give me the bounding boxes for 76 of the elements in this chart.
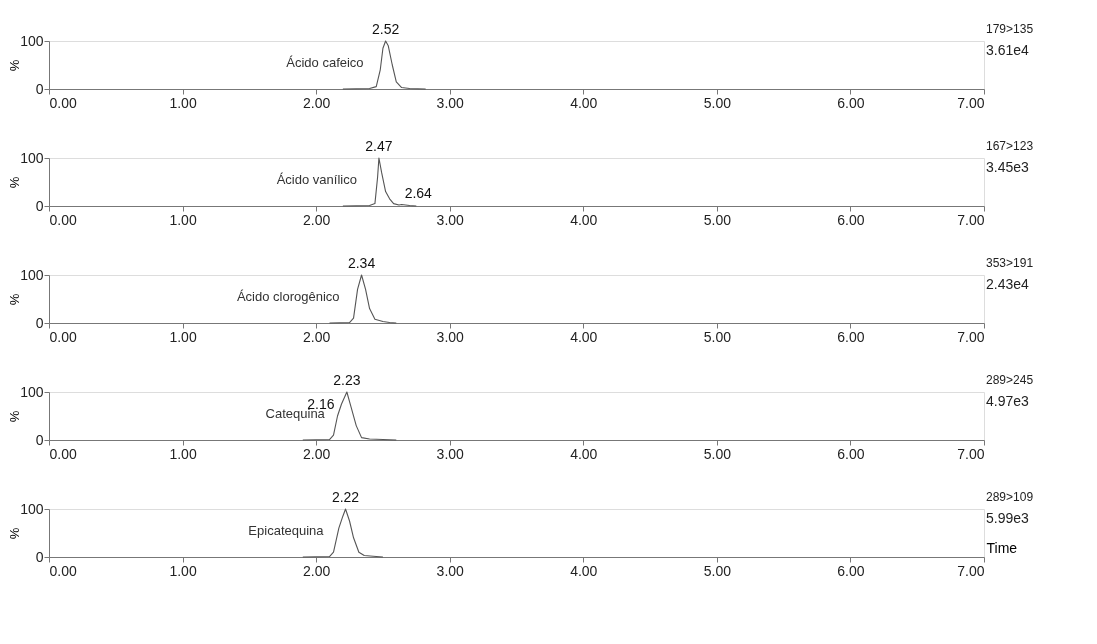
x-tick-label: 3.00 — [436, 445, 465, 462]
x-tick-label: 6.00 — [837, 445, 865, 462]
x-tick-label: 4.00 — [570, 562, 598, 579]
y-tick-label: 0 — [35, 197, 44, 214]
y-tick-label: 100 — [20, 383, 44, 400]
x-tick-label: 7.00 — [957, 562, 985, 579]
series-label: Epicatequina — [248, 522, 325, 538]
series-label: Ácido vanílico — [276, 171, 357, 187]
x-tick-label: 1.00 — [169, 562, 197, 579]
text: 2.43e4 — [986, 276, 1030, 292]
text: 4.97e3 — [986, 393, 1030, 409]
x-tick-label: 0.00 — [49, 94, 77, 111]
x-tick-label: 5.00 — [703, 328, 732, 345]
x-tick-label: 1.00 — [169, 445, 197, 462]
x-tick-label: 5.00 — [703, 94, 732, 111]
y-axis-title: % — [7, 176, 23, 189]
x-tick-label: 2.00 — [303, 94, 331, 111]
x-tick-label: 2.00 — [303, 445, 331, 462]
x-tick-label: 1.00 — [169, 211, 197, 228]
x-tick-label: 5.00 — [703, 562, 732, 579]
y-tick-label: 100 — [20, 500, 44, 517]
y-tick-label: 100 — [20, 266, 44, 283]
text: 289>245 — [986, 373, 1034, 387]
y-axis-title: % — [7, 527, 23, 540]
x-tick-label: 6.00 — [837, 562, 865, 579]
x-tick-label: 3.00 — [436, 94, 465, 111]
series-label: Ácido clorogênico — [236, 288, 340, 304]
x-tick-label: 6.00 — [837, 94, 865, 111]
y-axis-title: % — [7, 410, 23, 423]
x-axis-title: Time — [986, 539, 1018, 556]
annotation: 2.22 — [331, 489, 360, 505]
x-tick-label: 2.00 — [303, 328, 331, 345]
text: 167>123 — [986, 139, 1034, 153]
x-tick-label: 4.00 — [570, 94, 598, 111]
x-tick-label: 2.00 — [303, 211, 331, 228]
x-tick-label: 6.00 — [837, 211, 865, 228]
x-tick-label: 0.00 — [49, 445, 77, 462]
annotation: 2.23 — [333, 372, 361, 388]
y-axis-title: % — [7, 293, 23, 306]
x-tick-label: 7.00 — [957, 211, 985, 228]
text: 3.45e3 — [986, 159, 1030, 175]
x-tick-label: 3.00 — [436, 562, 465, 579]
x-tick-label: 6.00 — [837, 328, 865, 345]
y-axis-title: % — [7, 59, 23, 72]
x-tick-label: 7.00 — [957, 94, 985, 111]
y-tick-label: 100 — [20, 149, 44, 166]
x-tick-label: 0.00 — [49, 211, 77, 228]
text: 5.99e3 — [986, 510, 1030, 526]
x-tick-label: 2.00 — [303, 562, 331, 579]
y-tick-label: 0 — [35, 548, 44, 565]
x-tick-label: 4.00 — [570, 445, 598, 462]
x-tick-label: 0.00 — [49, 562, 77, 579]
x-tick-label: 1.00 — [169, 94, 197, 111]
annotation: 2.47 — [365, 138, 393, 154]
annotation: 2.34 — [347, 255, 376, 271]
text: 289>109 — [986, 490, 1034, 504]
x-tick-label: 4.00 — [570, 211, 598, 228]
x-tick-label: 5.00 — [703, 211, 732, 228]
text: 179>135 — [986, 22, 1034, 36]
y-tick-label: 100 — [20, 32, 44, 49]
x-tick-label: 0.00 — [49, 328, 77, 345]
series-label: Ácido cafeico — [286, 54, 364, 70]
y-tick-label: 0 — [35, 431, 44, 448]
text: 353>191 — [986, 256, 1034, 270]
x-tick-label: 7.00 — [957, 445, 985, 462]
x-tick-label: 1.00 — [169, 328, 197, 345]
x-tick-label: 4.00 — [570, 328, 598, 345]
text: 3.61e4 — [986, 42, 1030, 58]
y-tick-label: 0 — [35, 314, 44, 331]
y-tick-label: 0 — [35, 80, 44, 97]
x-tick-label: 7.00 — [957, 328, 985, 345]
annotation: 2.64 — [404, 184, 433, 201]
x-tick-label: 3.00 — [436, 211, 465, 228]
x-tick-label: 3.00 — [436, 328, 465, 345]
x-tick-label: 5.00 — [703, 445, 732, 462]
annotation: 2.52 — [371, 21, 400, 37]
